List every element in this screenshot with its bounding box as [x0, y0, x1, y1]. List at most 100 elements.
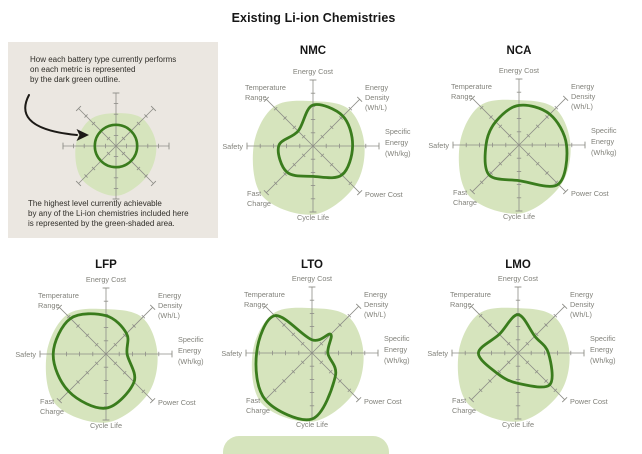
axis-tick	[320, 134, 325, 139]
axis-label-line: Energy	[365, 83, 388, 92]
axis-label: Specific Energy (Wh/kg)	[385, 127, 411, 158]
axis-label: Energy Density (Wh/L)	[364, 290, 389, 319]
axis-label-line: Energy Cost	[86, 275, 126, 284]
axis-label-line: (Wh/L)	[158, 311, 180, 320]
axis-tick	[283, 172, 287, 176]
axis-endcap	[468, 303, 475, 310]
axis-tick	[121, 136, 126, 141]
explainer-top-text: How each battery type currently performs…	[30, 55, 176, 85]
series-outline	[477, 313, 554, 389]
axis-tick	[348, 181, 353, 186]
text-line: by the dark green outline.	[30, 75, 121, 84]
axis-tick	[292, 125, 297, 130]
axis-label-line: Specific	[385, 127, 411, 136]
axis-tick	[526, 152, 531, 157]
axis-label-line: Density	[571, 92, 596, 101]
axis-endcap	[263, 96, 270, 103]
axis-tick	[272, 388, 277, 393]
axis-tick	[328, 369, 333, 374]
axis-label-line: Energy	[570, 290, 593, 299]
axis-label: Cycle Life	[297, 213, 329, 222]
series-outline	[276, 103, 355, 180]
axis-tick	[91, 121, 96, 126]
axis-label: Cycle Life	[502, 420, 534, 429]
axis-label: Energy Cost	[292, 274, 332, 283]
axis-tick	[291, 369, 296, 374]
chart-title-lmo: LMO	[505, 259, 531, 271]
axis-label: Fast Charge	[452, 396, 476, 415]
axis-label: Energy Cost	[498, 274, 538, 283]
axis-tick	[291, 332, 296, 337]
axis-tick	[489, 115, 493, 119]
axis-label-line: Power Cost	[158, 398, 196, 407]
axis-label-line: Charge	[247, 199, 271, 208]
axis-label: Energy Cost	[86, 275, 126, 284]
axis-label-line: Temperature	[38, 291, 79, 300]
axis-label-line: (Wh/kg)	[384, 356, 410, 365]
axis-tick	[320, 153, 325, 158]
axis-label: Temperature Range	[451, 82, 492, 101]
axis-label-line: (Wh/L)	[364, 310, 386, 319]
axis-endcap	[263, 189, 270, 196]
axis-label-line: (Wh/L)	[365, 103, 387, 112]
axis-label-line: Range	[245, 93, 267, 102]
axis-line	[517, 306, 565, 354]
axis-label-line: Energy Cost	[499, 66, 539, 75]
axis-line	[105, 307, 153, 355]
axis-label: Temperature Range	[38, 291, 79, 310]
axis-line	[78, 108, 117, 147]
axis-line	[517, 352, 565, 400]
axis-tick	[301, 134, 306, 139]
axis-endcap	[561, 303, 568, 310]
axis-tick	[544, 323, 548, 327]
chart-title-nca: NCA	[506, 45, 532, 57]
axis-line	[265, 306, 313, 354]
axis-endcap	[75, 105, 82, 112]
axis-label-line: Energy	[590, 345, 613, 354]
axis-tick	[66, 314, 71, 319]
axis-tick	[498, 124, 503, 129]
series-outline	[254, 314, 338, 422]
axis-tick	[136, 166, 141, 171]
chart-title-nmc: NMC	[299, 45, 327, 57]
axis-tick	[319, 360, 324, 365]
axis-label: Specific Energy (Wh/kg)	[178, 335, 204, 366]
axis-label: Power Cost	[158, 398, 196, 407]
axis-tick	[319, 341, 324, 346]
axis-endcap	[355, 396, 362, 403]
max-envelope-area	[252, 100, 365, 215]
axis-tick	[84, 174, 88, 178]
axis-label-line: Cycle Life	[502, 420, 534, 429]
axis-tick	[76, 324, 80, 328]
axis-label: Safety	[428, 141, 449, 150]
chart-title-lto: LTO	[301, 259, 323, 271]
axis-tick	[141, 314, 146, 319]
axis-label-line: (Wh/kg)	[385, 149, 411, 158]
axis-tick	[347, 388, 352, 393]
axis-endcap	[468, 396, 475, 403]
axis-line	[311, 306, 359, 354]
text-line: is represented by the green-shaded area.	[28, 219, 175, 228]
axis-endcap	[149, 304, 156, 311]
page-title: Existing Li-ion Chemistries	[231, 11, 396, 25]
max-envelope-area	[251, 307, 364, 422]
axis-label-line: Safety	[222, 142, 243, 151]
axis-label-line: Charge	[453, 198, 477, 207]
axis-label-line: Temperature	[245, 83, 286, 92]
axis-tick	[121, 151, 126, 156]
axis-line	[115, 108, 154, 147]
axis-tick	[525, 341, 530, 346]
series-outline	[51, 312, 137, 410]
explainer-radar-chart	[24, 92, 170, 200]
cropped-shaded-area	[223, 436, 389, 454]
axis-tick	[525, 360, 530, 365]
axis-label-line: Energy	[364, 290, 387, 299]
axis-line	[115, 145, 154, 184]
axis-endcap	[56, 397, 63, 404]
axis-line	[312, 145, 360, 193]
axis-label-line: Charge	[452, 406, 476, 415]
axis-label-line: Range	[244, 300, 266, 309]
explainer-box: How each battery type currently performs…	[8, 42, 218, 238]
